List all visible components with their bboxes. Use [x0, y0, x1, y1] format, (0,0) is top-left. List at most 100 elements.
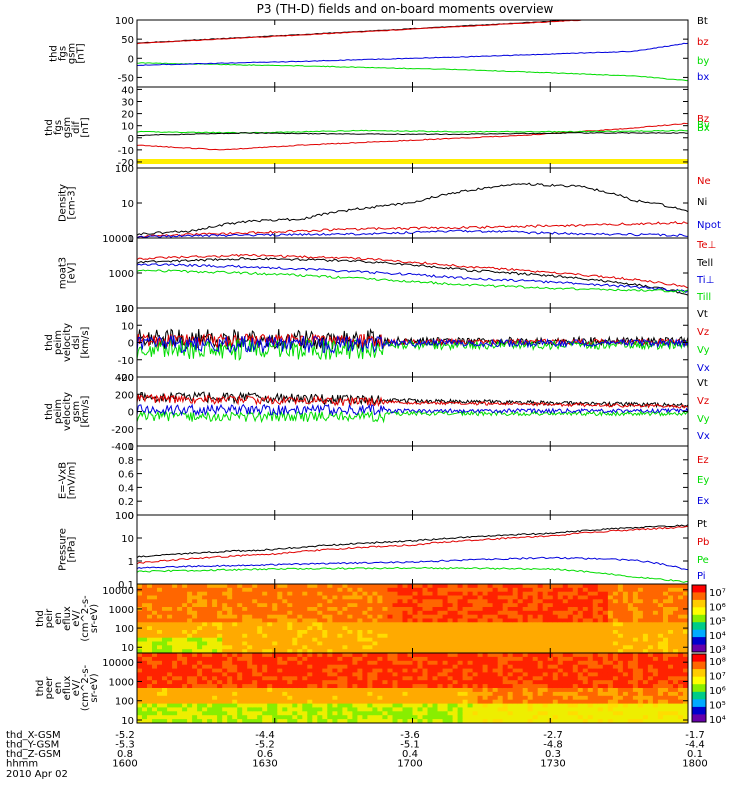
- legend-Vx: Vx: [697, 363, 710, 374]
- y-tick-label: -10: [118, 146, 134, 157]
- legend-by: by: [697, 56, 709, 67]
- series-Pb: [137, 525, 688, 565]
- colorbar-tick-label: 10⁷: [709, 588, 726, 599]
- legend-Bt: Bt: [697, 16, 708, 27]
- colorbar-tick-label: 10⁴: [709, 631, 726, 642]
- y-axis-label: [eV]: [67, 263, 78, 284]
- y-tick-label: -200: [111, 425, 134, 436]
- panel-peer_en_eflux: 10⁸ 10⁷ 10⁶ 10⁵ 10⁴ 10000 1000 100 10 thdpeerenef…: [35, 652, 726, 727]
- y-tick-label: 30: [121, 98, 134, 109]
- legend-Ne: Ne: [697, 176, 711, 187]
- series-Ti⊥: [137, 263, 688, 293]
- plot-area: [137, 391, 688, 424]
- plot-area: [137, 584, 688, 653]
- figure-title: P3 (TH-D) fields and on-board moments ov…: [257, 2, 554, 16]
- velocity-trace: [137, 334, 688, 354]
- y-axis-label: en: [53, 612, 64, 625]
- y-tick-label: 1: [128, 557, 134, 568]
- y-axis-label: Pressure: [58, 528, 69, 571]
- y-axis-label: gsm: [71, 401, 82, 422]
- colorbar-tick-label: 10⁸: [709, 657, 726, 668]
- x-tick-label: 1630: [252, 759, 277, 770]
- colorbar-segment: [692, 714, 706, 723]
- colorbar-segment: [692, 629, 706, 638]
- colorbar-tick-label: 10⁶: [709, 686, 726, 697]
- y-axis-label: (cm^2-s-: [80, 664, 91, 711]
- colorbar-segment: [692, 699, 706, 708]
- y-axis-label: thd: [35, 610, 46, 627]
- y-tick-label: 0: [128, 408, 134, 419]
- colorbar-segment: [692, 622, 706, 631]
- y-tick-label: 100: [115, 624, 134, 635]
- legend-bz: bz: [697, 37, 709, 48]
- y-tick-label: 100: [115, 697, 134, 708]
- y-tick-label: 100: [115, 511, 134, 522]
- y-axis-label: fgs: [58, 46, 69, 61]
- y-tick-label: 100: [115, 164, 134, 175]
- legend-Ti⊥: Ti⊥: [696, 275, 714, 286]
- colorbar-tick-label: 10³: [709, 645, 726, 656]
- y-tick-label: 1000: [109, 269, 134, 280]
- x-tick-label: -1.7: [685, 730, 705, 741]
- y-axis-label: thd: [35, 680, 46, 697]
- x-tick-label: -5.1: [400, 740, 420, 751]
- y-tick-label: 0.2: [118, 497, 134, 508]
- velocity-trace: [137, 403, 688, 417]
- y-tick-label: 0: [128, 54, 134, 65]
- y-tick-label: 10000: [102, 234, 134, 245]
- legend-Ni: Ni: [697, 197, 707, 208]
- x-tick-label: -5.3: [115, 740, 135, 751]
- colorbar-segment: [692, 691, 706, 700]
- y-tick-label: 40: [121, 85, 134, 96]
- y-axis-label: Density: [58, 184, 69, 222]
- y-tick-label: 200: [115, 390, 134, 401]
- x-tick-label: 0.6: [257, 749, 273, 760]
- y-axis-label: thd: [49, 45, 60, 62]
- plot-area: [137, 524, 688, 583]
- y-axis-label: gsm: [62, 117, 73, 138]
- colorbar-segment: [692, 661, 706, 670]
- panel-temperature: 10000 1000 100 moat3[eV] Te⊥ Tell Ti⊥ Till: [58, 234, 717, 315]
- plot-area: [137, 20, 688, 82]
- y-tick-label: 0: [128, 339, 134, 350]
- series-Tell: [137, 257, 688, 296]
- series-Te⊥: [137, 253, 688, 289]
- y-tick-label: 10: [121, 321, 134, 332]
- y-tick-label: 400: [115, 373, 134, 384]
- legend-Npot: Npot: [697, 220, 721, 231]
- y-tick-label: 10: [121, 122, 134, 133]
- panel-frame: [136, 376, 689, 447]
- series-By: [137, 129, 688, 134]
- series-Pe: [137, 566, 688, 583]
- y-tick-label: 1: [128, 234, 134, 245]
- y-axis-label: moat3: [58, 257, 69, 289]
- x-row-label: thd_Y-GSM: [6, 740, 59, 751]
- y-tick-label: -50: [118, 73, 134, 84]
- y-tick-label: 1000: [109, 605, 134, 616]
- legend-Ex: Ex: [697, 496, 709, 507]
- x-row-label: thd_Z-GSM: [6, 749, 61, 760]
- legend-Vx: Vx: [697, 431, 710, 442]
- y-tick-label: 1000: [109, 677, 134, 688]
- colorbar-segment: [692, 684, 706, 693]
- y-tick-label: 100: [115, 16, 134, 27]
- y-tick-label: 0.8: [118, 456, 134, 467]
- velocity-trace: [137, 409, 688, 424]
- plot-area: [137, 253, 688, 296]
- x-tick-label: -5.2: [255, 740, 275, 751]
- legend-Till: Till: [696, 292, 711, 303]
- y-tick-label: 0.1: [118, 580, 134, 591]
- legend-By: By: [697, 120, 710, 131]
- x-tick-label: -4.8: [543, 740, 563, 751]
- x-tick-label: -3.6: [400, 730, 420, 741]
- x-tick-label: -5.2: [115, 730, 135, 741]
- panel-frame: [136, 86, 689, 169]
- colorbar-segment: [692, 637, 706, 645]
- y-axis-label: E=-VxB: [58, 462, 69, 499]
- legend-Vy: Vy: [697, 414, 710, 425]
- series-by: [137, 62, 688, 82]
- plot-area: [137, 122, 688, 151]
